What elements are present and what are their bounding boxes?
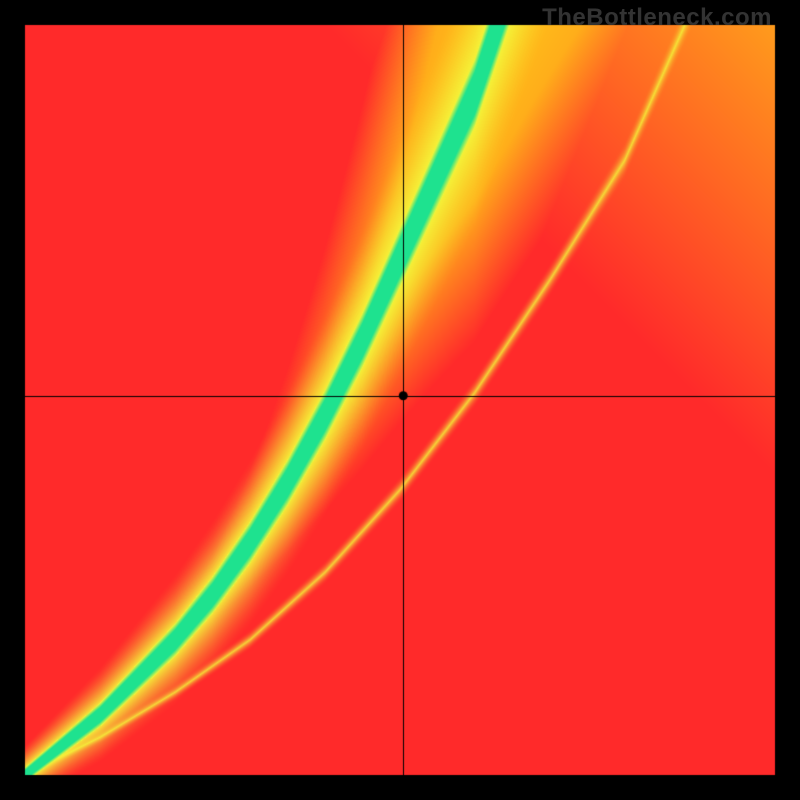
heatmap-canvas (0, 0, 800, 800)
watermark-text: TheBottleneck.com (542, 4, 772, 32)
chart-container: TheBottleneck.com (0, 0, 800, 800)
